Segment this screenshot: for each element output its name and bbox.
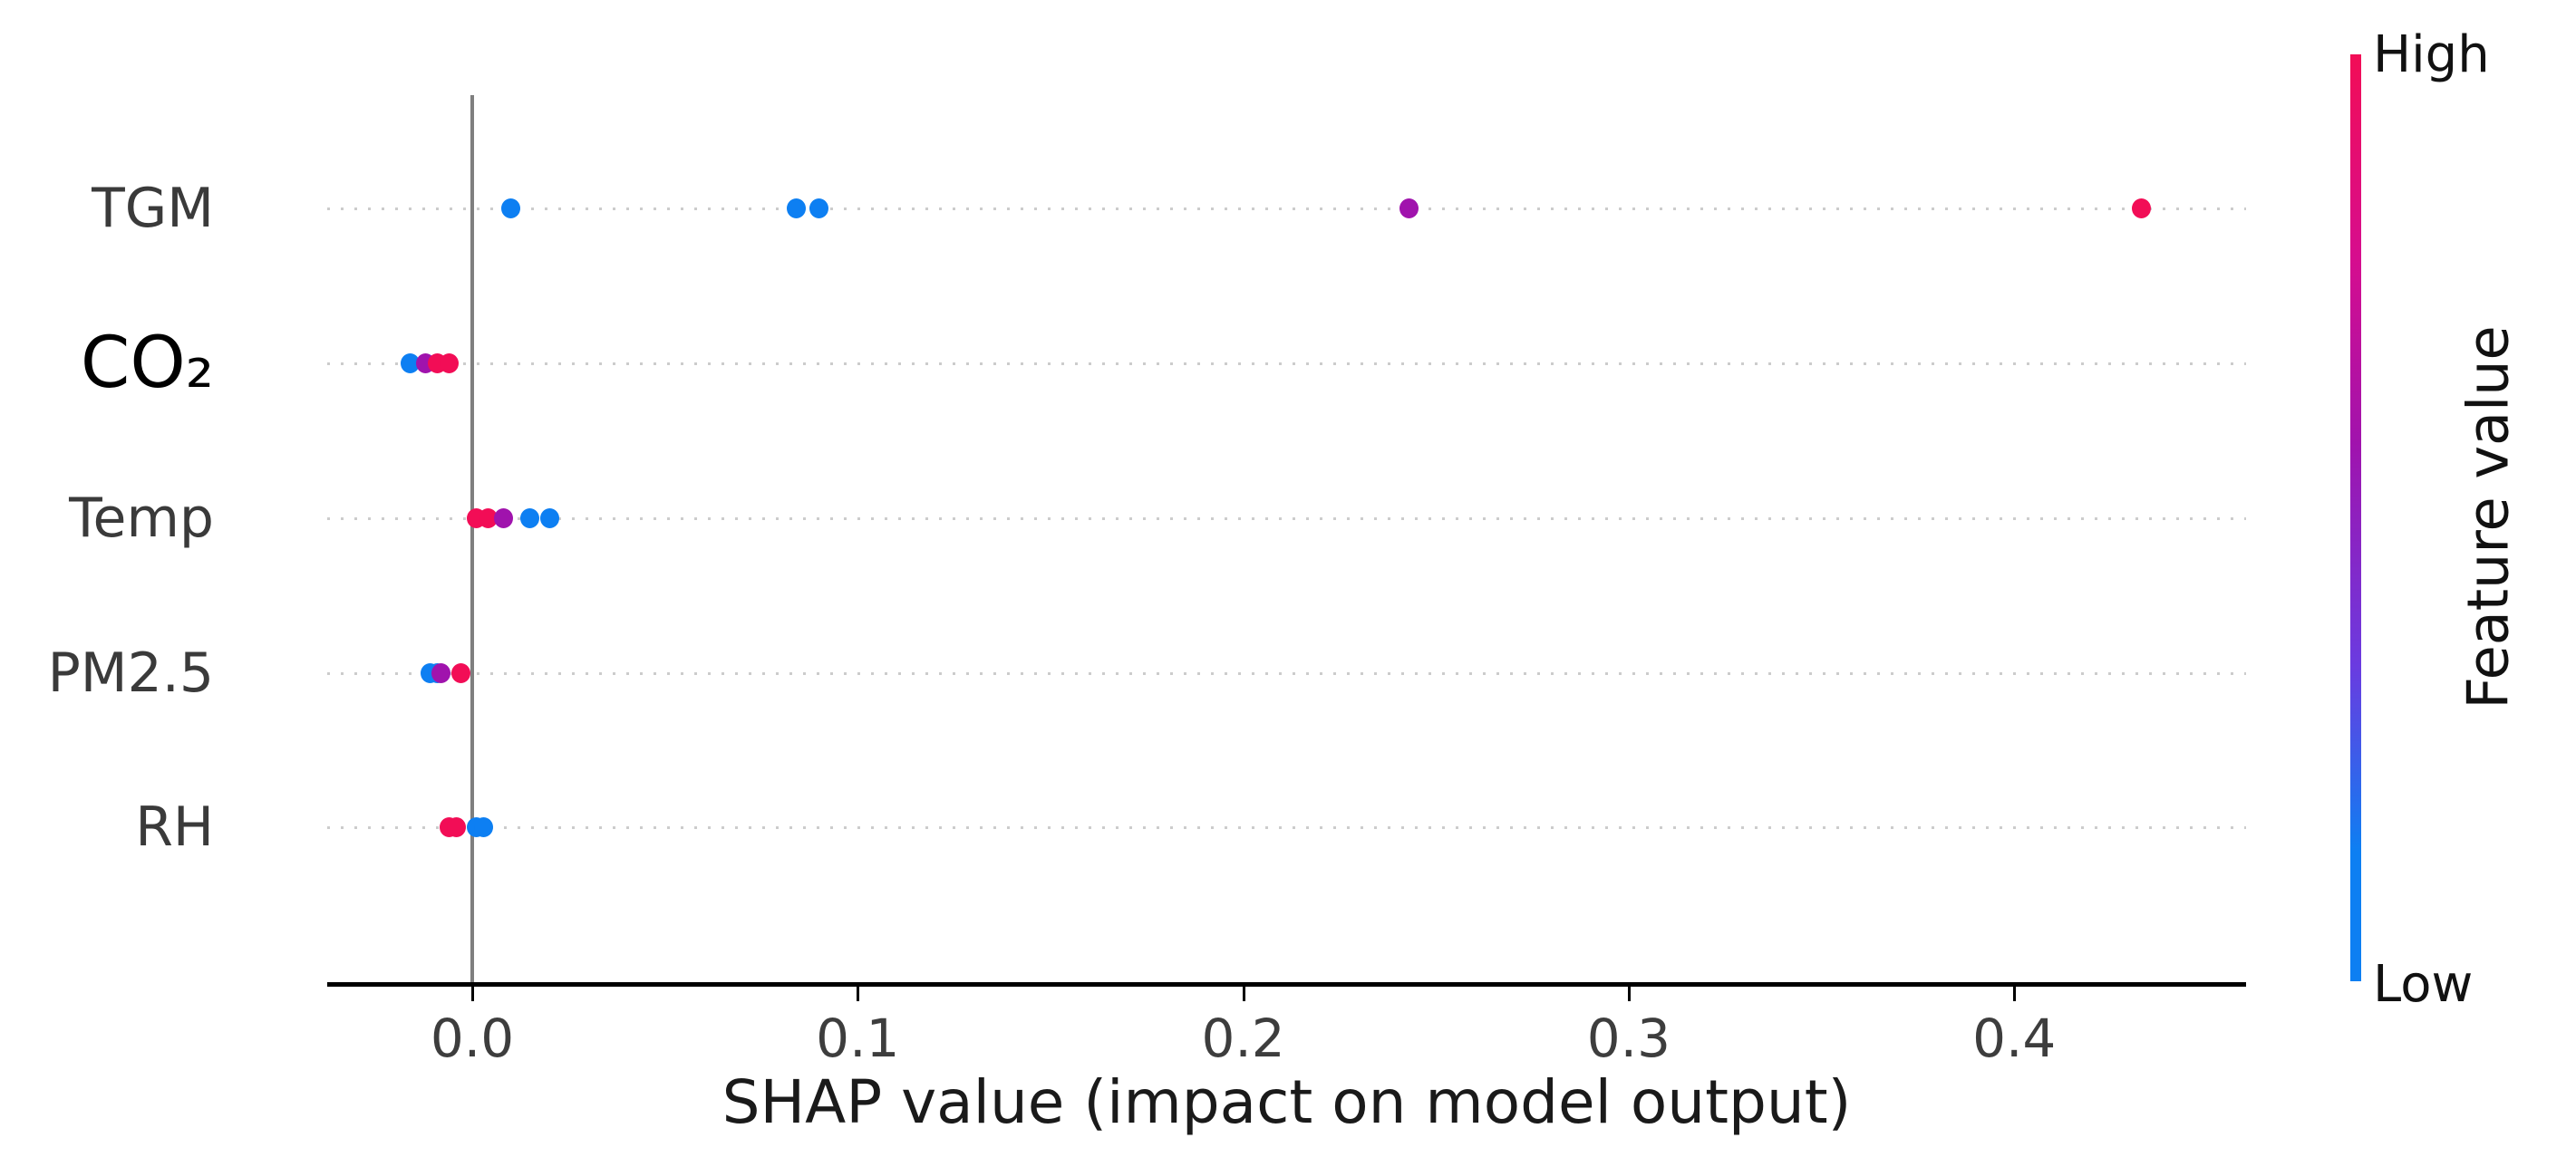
shap-dot (1399, 198, 1419, 218)
x-tick-label: 0.2 (1201, 1008, 1285, 1069)
x-tick-label: 0.1 (816, 1008, 900, 1069)
shap-dot (474, 817, 494, 837)
y-tick-label: RH (135, 796, 214, 859)
row-gridline (327, 207, 2246, 210)
x-tick-mark (471, 984, 474, 1001)
shap-dot (520, 508, 540, 528)
y-tick-label: Temp (69, 487, 214, 550)
zero-reference-line (470, 95, 474, 984)
shap-dot (439, 353, 459, 373)
row-gridline (327, 517, 2246, 520)
x-tick-mark (857, 984, 860, 1001)
x-tick-label: 0.0 (430, 1008, 515, 1069)
colorbar-title: Feature value (2455, 325, 2522, 709)
x-tick-label: 0.3 (1586, 1008, 1671, 1069)
colorbar-gradient (2350, 54, 2361, 981)
shap-dot (539, 508, 559, 528)
x-tick-mark (2013, 984, 2017, 1001)
row-gridline (327, 672, 2246, 675)
shap-dot (401, 353, 421, 373)
x-tick-mark (1627, 984, 1631, 1001)
shap-dot (786, 198, 806, 218)
y-tick-label: CO₂ (80, 323, 214, 404)
x-tick-label: 0.4 (1972, 1008, 2057, 1069)
x-axis-title: SHAP value (impact on model output) (721, 1067, 1852, 1137)
shap-dot (447, 817, 467, 837)
x-tick-mark (1242, 984, 1245, 1001)
row-gridline (327, 826, 2246, 829)
y-tick-label: TGM (92, 177, 214, 240)
y-tick-label: PM2.5 (47, 641, 214, 705)
colorbar-low-label: Low (2373, 955, 2474, 1014)
shap-dot (501, 198, 521, 218)
shap-dot (2132, 198, 2152, 218)
shap-dot (493, 508, 513, 528)
shap-dot (478, 508, 498, 528)
shap-dot (450, 663, 470, 683)
colorbar-high-label: High (2373, 25, 2490, 84)
shap-dot (431, 663, 451, 683)
shap-dot (809, 198, 829, 218)
x-axis-line (327, 982, 2246, 987)
row-gridline (327, 362, 2246, 365)
